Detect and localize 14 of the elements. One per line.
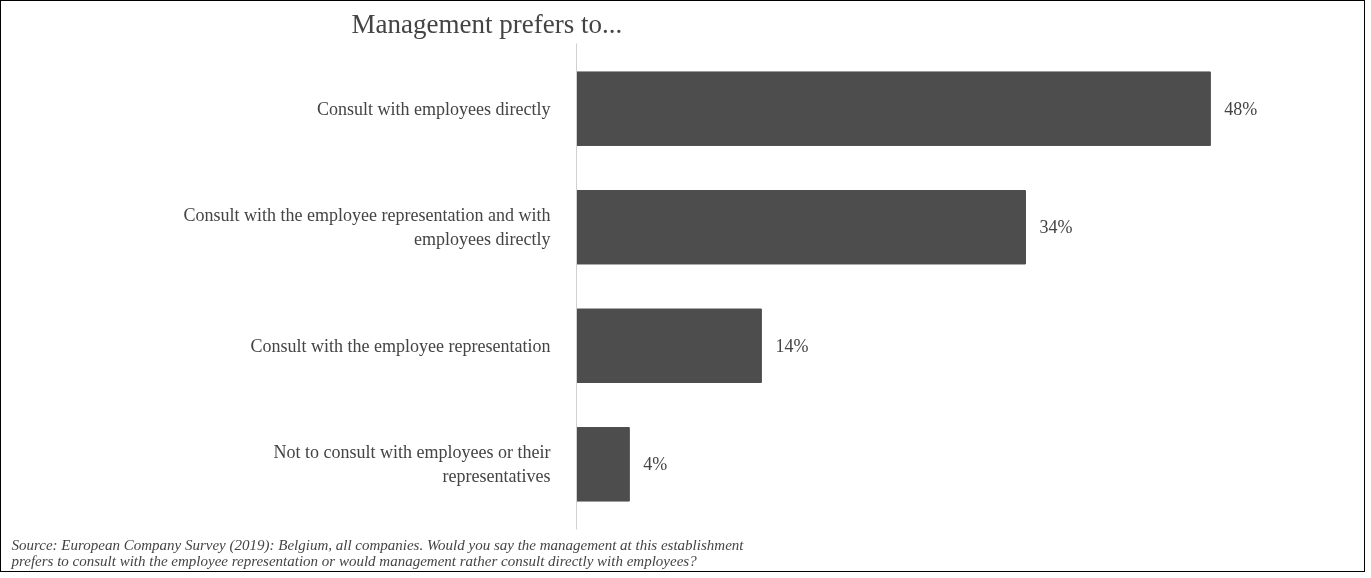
bar <box>576 427 630 502</box>
chart-title: Management prefers to... <box>351 8 623 39</box>
y-tick-label: Not to consult with employees or their representatives <box>273 442 551 487</box>
data-label: 14% <box>775 335 809 356</box>
y-tick-label: Consult with the employee representation and with employees directly <box>183 205 551 250</box>
y-tick-label: Consult with employees directly <box>317 98 551 119</box>
data-label: 34% <box>1039 217 1073 238</box>
source-note: Source: European Company Survey (2019): Belgium, all companies. Would you say the management at this establishment prefers to consult with the employee representation or would management rather consult directly with employees? <box>10 536 745 569</box>
y-tick-label: Consult with the employee representation <box>250 335 551 356</box>
data-label: 4% <box>643 454 668 475</box>
bar <box>576 189 1026 265</box>
bar <box>576 71 1211 146</box>
data-label: 48% <box>1224 98 1258 119</box>
bar <box>576 308 762 384</box>
